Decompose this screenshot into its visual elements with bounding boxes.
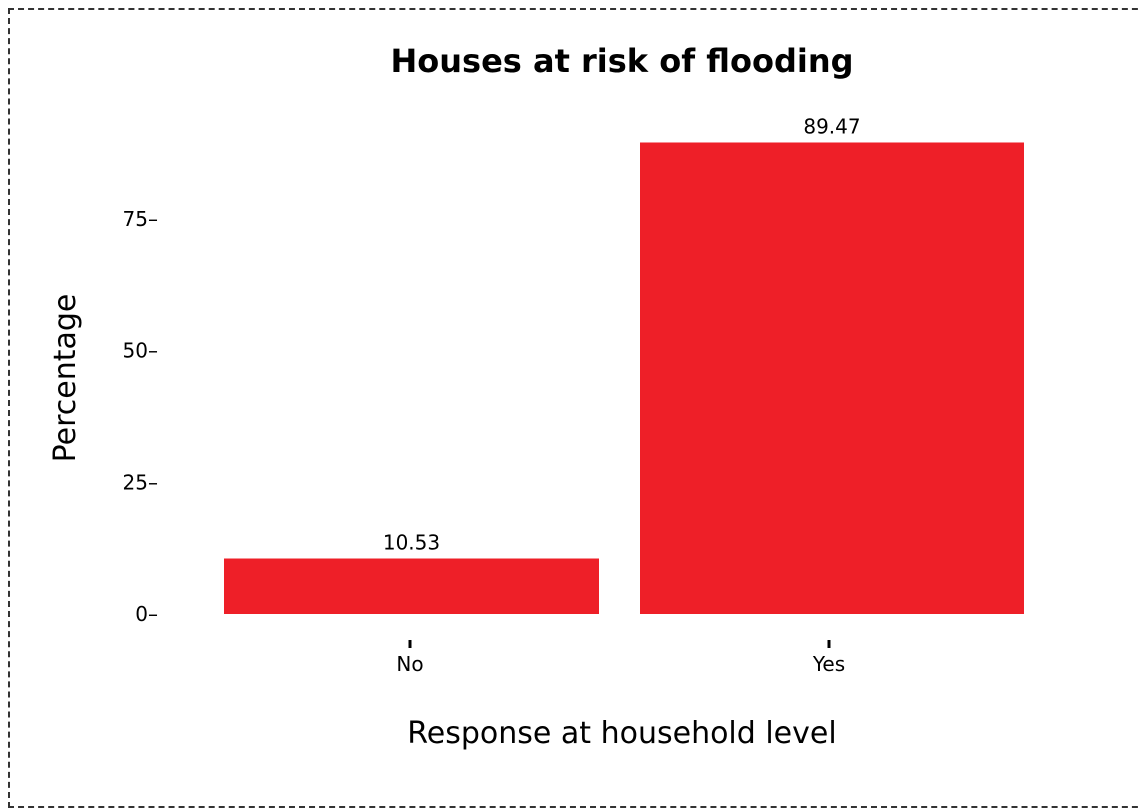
x-axis-label: Response at household level: [407, 716, 836, 751]
y-axis-label: Percentage: [48, 294, 83, 463]
data-label: 10.53: [383, 531, 440, 555]
y-tick-label: 0–: [135, 602, 158, 626]
bar-no: [224, 558, 599, 614]
y-tick-label: 75–: [123, 207, 158, 231]
x-tick-label: No: [396, 652, 423, 676]
bar-yes: [640, 142, 1024, 614]
bars-group: 10.53 89.47: [224, 114, 1024, 614]
x-axis: No Yes: [396, 640, 845, 676]
y-axis: 0– 25– 50– 75–: [123, 207, 158, 626]
y-tick-label: 50–: [123, 339, 158, 363]
data-label: 89.47: [803, 114, 860, 138]
chart-title: Houses at risk of flooding: [390, 42, 853, 80]
x-tick-label: Yes: [812, 652, 845, 676]
y-tick-label: 25–: [123, 470, 158, 494]
bar-chart: Houses at risk of flooding Percentage Re…: [48, 42, 1024, 751]
